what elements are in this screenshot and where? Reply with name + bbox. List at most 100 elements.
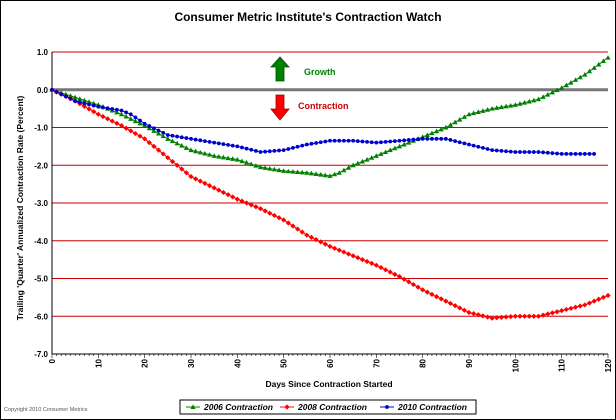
data-point <box>448 138 453 142</box>
data-point <box>262 208 268 214</box>
data-point <box>137 133 143 139</box>
data-point <box>378 264 384 271</box>
data-point <box>536 150 541 154</box>
data-point <box>578 152 583 156</box>
data-point <box>165 133 170 137</box>
data-point <box>559 307 565 314</box>
x-tick-label: 0 <box>48 358 57 363</box>
data-point <box>137 120 143 126</box>
data-point <box>322 241 328 247</box>
data-point <box>554 87 560 93</box>
data-point <box>290 169 296 174</box>
data-point <box>476 144 481 149</box>
data-point <box>554 309 560 315</box>
data-point <box>345 251 352 257</box>
data-point <box>193 137 198 142</box>
data-point <box>494 105 500 110</box>
data-point <box>429 130 435 136</box>
data-point <box>239 198 245 204</box>
data-point <box>308 234 315 240</box>
x-tick-label: 120 <box>604 358 613 372</box>
data-point <box>550 151 555 156</box>
data-point <box>563 306 569 313</box>
data-point <box>188 173 194 180</box>
data-point <box>591 298 597 304</box>
data-point <box>132 130 138 137</box>
data-point <box>402 138 407 143</box>
data-point <box>318 140 323 145</box>
data-point <box>160 151 166 157</box>
data-point <box>535 96 542 102</box>
data-point <box>387 269 393 275</box>
data-point <box>156 128 161 133</box>
data-point <box>355 255 361 261</box>
data-point <box>443 298 449 304</box>
data-point <box>86 99 92 104</box>
data-point <box>466 309 472 316</box>
data-point <box>471 143 476 148</box>
data-point <box>438 296 444 302</box>
data-point <box>337 138 342 143</box>
data-point <box>299 229 305 235</box>
data-point <box>434 136 439 141</box>
data-point <box>587 152 592 156</box>
data-point <box>146 125 152 131</box>
data-point <box>471 311 477 317</box>
x-tick-label: 60 <box>326 358 335 367</box>
data-point <box>345 165 352 170</box>
data-point <box>142 121 147 126</box>
data-point <box>174 140 180 146</box>
data-point <box>485 147 490 151</box>
data-point <box>336 170 342 175</box>
data-point <box>549 89 555 95</box>
data-point <box>114 109 120 115</box>
data-point <box>406 279 412 285</box>
data-point <box>304 170 310 175</box>
data-point <box>81 97 88 103</box>
data-point <box>248 161 254 167</box>
x-tick-label: 90 <box>465 358 474 367</box>
data-point <box>118 111 125 117</box>
data-point <box>239 158 245 164</box>
data-point <box>531 313 537 319</box>
data-point <box>179 135 184 140</box>
data-point <box>309 141 314 146</box>
data-point <box>258 150 263 154</box>
data-point <box>291 145 295 150</box>
data-point <box>147 124 152 128</box>
data-point <box>600 294 606 300</box>
data-point <box>294 226 301 232</box>
data-point <box>286 147 291 151</box>
data-point <box>517 313 523 319</box>
x-tick-label: 80 <box>419 358 428 367</box>
data-point <box>281 148 286 153</box>
data-point <box>481 145 485 150</box>
y-tick-label: -7.0 <box>34 350 48 359</box>
data-point <box>132 118 138 124</box>
data-point <box>257 164 264 170</box>
data-point <box>67 93 74 98</box>
data-point <box>582 72 588 77</box>
x-axis-ticks: 0 10 20 30 40 50 60 70 80 90 100 110 120 <box>48 354 613 372</box>
data-point <box>359 257 366 263</box>
data-point <box>133 115 138 120</box>
data-point <box>531 97 537 103</box>
data-point <box>373 153 379 158</box>
data-point <box>457 116 463 122</box>
data-point <box>577 303 583 309</box>
data-point <box>128 112 133 117</box>
data-point <box>596 61 602 67</box>
data-point <box>332 171 338 177</box>
data-point <box>91 109 97 115</box>
data-point <box>165 155 171 161</box>
data-point <box>350 253 356 259</box>
data-point <box>373 262 379 268</box>
data-point <box>383 139 388 144</box>
data-point <box>285 220 291 226</box>
data-point <box>318 172 324 177</box>
data-point <box>151 128 157 133</box>
data-point <box>179 166 185 172</box>
x-tick-label: 40 <box>233 358 242 367</box>
data-point <box>484 107 491 112</box>
